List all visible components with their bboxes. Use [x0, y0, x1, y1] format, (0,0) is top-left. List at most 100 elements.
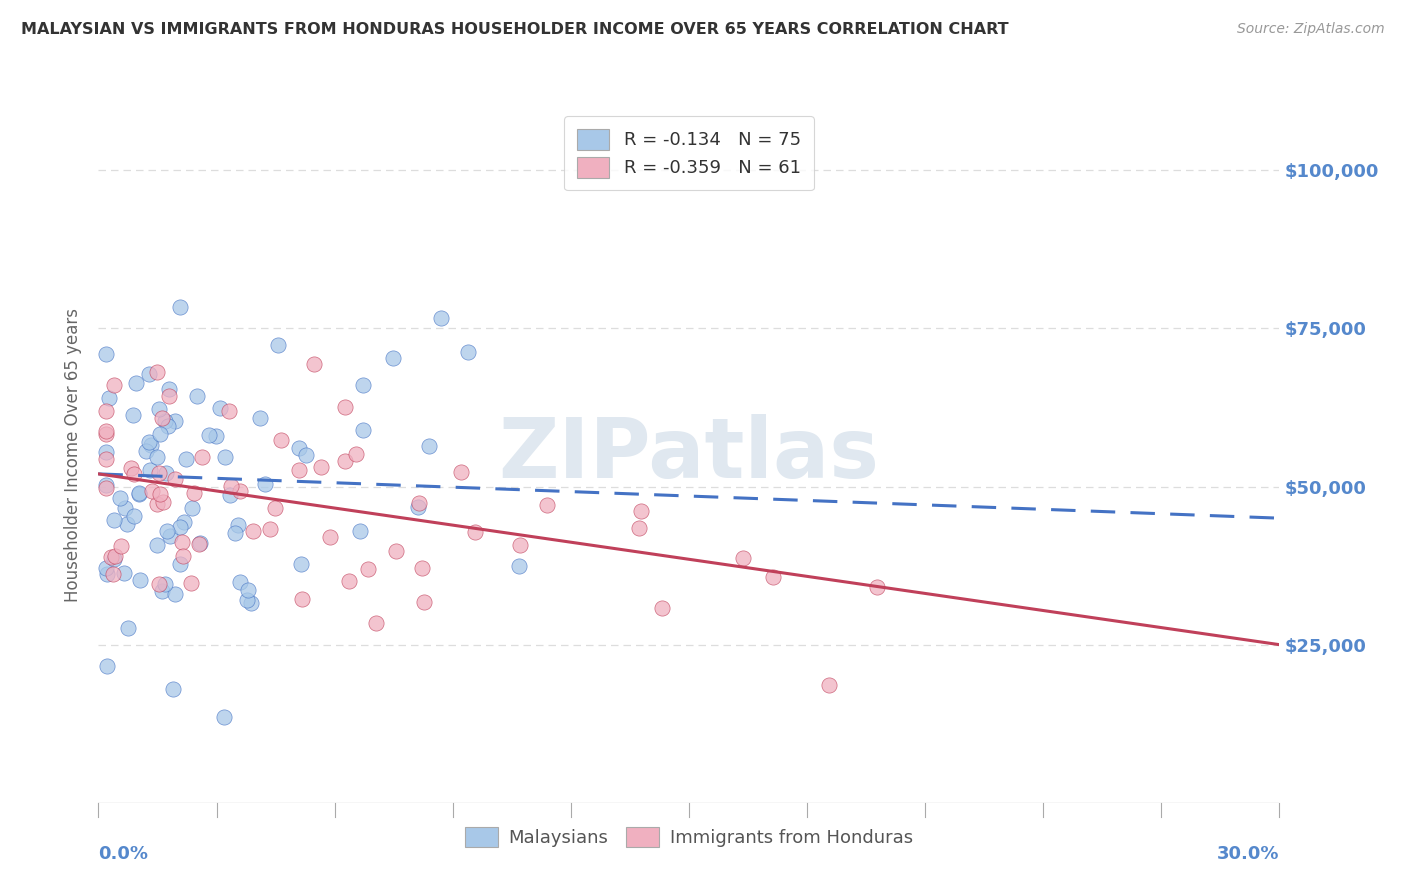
Point: [146, 450, 169, 464]
Point: [309, 459, 332, 474]
Point: [148, 466, 170, 480]
Text: ZIPatlas: ZIPatlas: [499, 415, 879, 495]
Point: [413, 595, 436, 609]
Point: [122, 509, 145, 524]
Point: [209, 401, 232, 415]
Point: [128, 486, 150, 500]
Point: [98, 391, 121, 405]
Point: [349, 524, 371, 538]
Point: [150, 410, 173, 425]
Point: [156, 524, 179, 538]
Point: [236, 583, 259, 598]
Point: [357, 562, 380, 576]
Point: [263, 500, 285, 515]
Point: [406, 500, 429, 514]
Point: [509, 538, 531, 552]
Point: [352, 423, 374, 437]
Point: [117, 621, 139, 635]
Point: [337, 574, 360, 589]
Point: [165, 587, 187, 601]
Point: [384, 544, 406, 558]
Point: [157, 382, 180, 396]
Point: [103, 512, 125, 526]
Point: [146, 366, 169, 380]
Point: [236, 593, 259, 607]
Y-axis label: Householder Income Over 65 years: Householder Income Over 65 years: [65, 308, 83, 602]
Point: [733, 550, 755, 565]
Point: [110, 491, 132, 505]
Text: 30.0%: 30.0%: [1218, 845, 1279, 863]
Point: [651, 601, 673, 615]
Point: [198, 428, 221, 442]
Point: [290, 558, 312, 572]
Text: Source: ZipAtlas.com: Source: ZipAtlas.com: [1237, 22, 1385, 37]
Point: [139, 463, 162, 477]
Point: [291, 592, 314, 607]
Point: [333, 454, 356, 468]
Point: [101, 567, 124, 582]
Point: [148, 577, 170, 591]
Point: [174, 452, 197, 467]
Point: [100, 549, 122, 564]
Point: [149, 487, 172, 501]
Point: [96, 452, 118, 467]
Point: [96, 567, 118, 582]
Point: [117, 516, 139, 531]
Point: [302, 358, 325, 372]
Point: [464, 524, 486, 539]
Point: [430, 310, 453, 325]
Point: [249, 411, 271, 425]
Point: [96, 444, 118, 458]
Point: [180, 576, 202, 591]
Point: [150, 584, 173, 599]
Point: [218, 404, 240, 418]
Point: [228, 518, 250, 533]
Point: [224, 526, 246, 541]
Point: [344, 447, 367, 461]
Point: [240, 595, 263, 609]
Point: [270, 433, 292, 447]
Text: 0.0%: 0.0%: [98, 845, 149, 863]
Point: [866, 580, 889, 594]
Point: [218, 488, 240, 502]
Point: [120, 461, 142, 475]
Point: [382, 351, 405, 365]
Point: [169, 520, 191, 534]
Point: [219, 479, 242, 493]
Point: [96, 659, 118, 673]
Point: [172, 549, 194, 564]
Point: [508, 558, 530, 573]
Point: [141, 484, 163, 499]
Point: [169, 300, 191, 314]
Point: [188, 537, 211, 551]
Point: [242, 524, 264, 539]
Point: [457, 345, 479, 359]
Point: [254, 477, 277, 491]
Point: [156, 419, 179, 434]
Point: [96, 347, 118, 361]
Point: [96, 424, 118, 438]
Point: [96, 426, 118, 441]
Text: MALAYSIAN VS IMMIGRANTS FROM HONDURAS HOUSEHOLDER INCOME OVER 65 YEARS CORRELATI: MALAYSIAN VS IMMIGRANTS FROM HONDURAS HO…: [21, 22, 1008, 37]
Point: [146, 538, 169, 552]
Point: [96, 477, 118, 491]
Point: [762, 569, 785, 583]
Point: [163, 414, 186, 428]
Point: [135, 444, 157, 458]
Point: [418, 439, 440, 453]
Point: [103, 552, 125, 566]
Point: [818, 678, 841, 692]
Point: [212, 710, 235, 724]
Point: [153, 413, 176, 427]
Point: [129, 573, 152, 587]
Point: [122, 467, 145, 482]
Point: [114, 501, 136, 516]
Point: [319, 530, 342, 544]
Point: [125, 376, 148, 390]
Point: [335, 400, 357, 414]
Point: [205, 428, 228, 442]
Point: [141, 437, 163, 451]
Point: [153, 577, 176, 591]
Point: [157, 389, 180, 403]
Point: [229, 574, 252, 589]
